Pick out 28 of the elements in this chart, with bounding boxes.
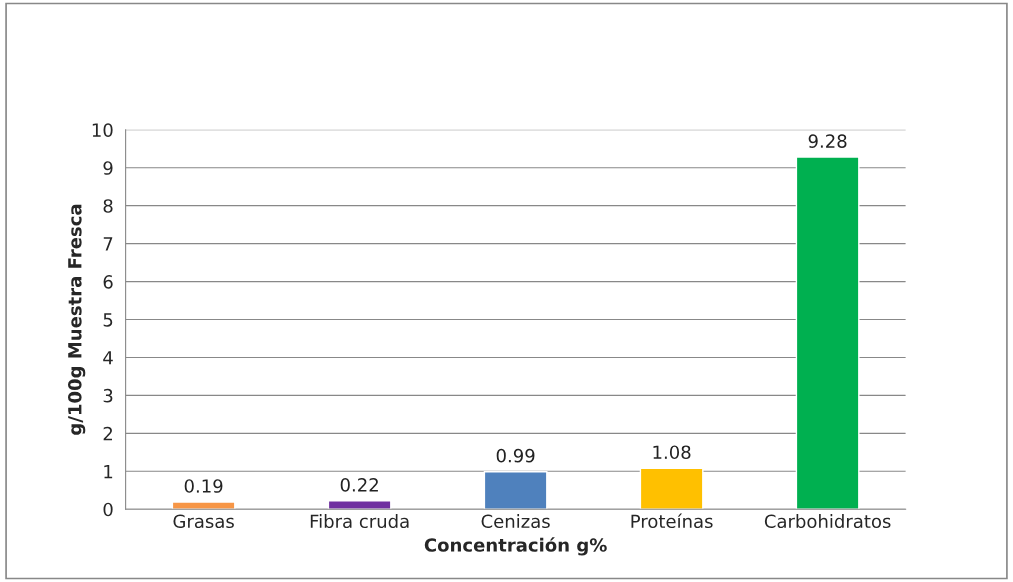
bar (795, 156, 860, 510)
y-tick-label: 2 (103, 426, 112, 441)
y-axis-title: g/100g Muestra Fresca (67, 204, 86, 435)
x-tick-label: Grasas (173, 514, 234, 529)
bar (483, 470, 548, 510)
data-label: 9.28 (808, 134, 847, 148)
x-tick-label: Fibra cruda (310, 514, 409, 529)
x-axis-title: Concentración g% (424, 537, 607, 556)
data-label: 0.22 (340, 478, 378, 492)
y-tick-label: 8 (103, 199, 113, 213)
x-tick-label: Cenizas (481, 514, 550, 529)
data-label: 0.99 (496, 448, 535, 463)
x-tick-label: Proteínas (631, 513, 713, 529)
y-tick-label: 0 (103, 502, 113, 517)
data-label: 1.08 (653, 445, 691, 460)
y-tick-label: 1 (104, 465, 113, 479)
x-tick-label: Carbohidratos (764, 514, 891, 529)
bar (171, 501, 236, 510)
y-tick-label: 3 (103, 388, 113, 403)
y-tick-label: 4 (103, 351, 113, 365)
data-label: 0.19 (184, 479, 223, 493)
y-tick-label: 6 (103, 275, 113, 289)
y-tick-label: 10 (92, 123, 113, 137)
bar (639, 467, 704, 510)
bar (327, 500, 392, 510)
y-tick-label: 7 (103, 237, 113, 251)
y-tick-label: 5 (103, 313, 113, 327)
y-tick-label: 9 (103, 161, 113, 175)
